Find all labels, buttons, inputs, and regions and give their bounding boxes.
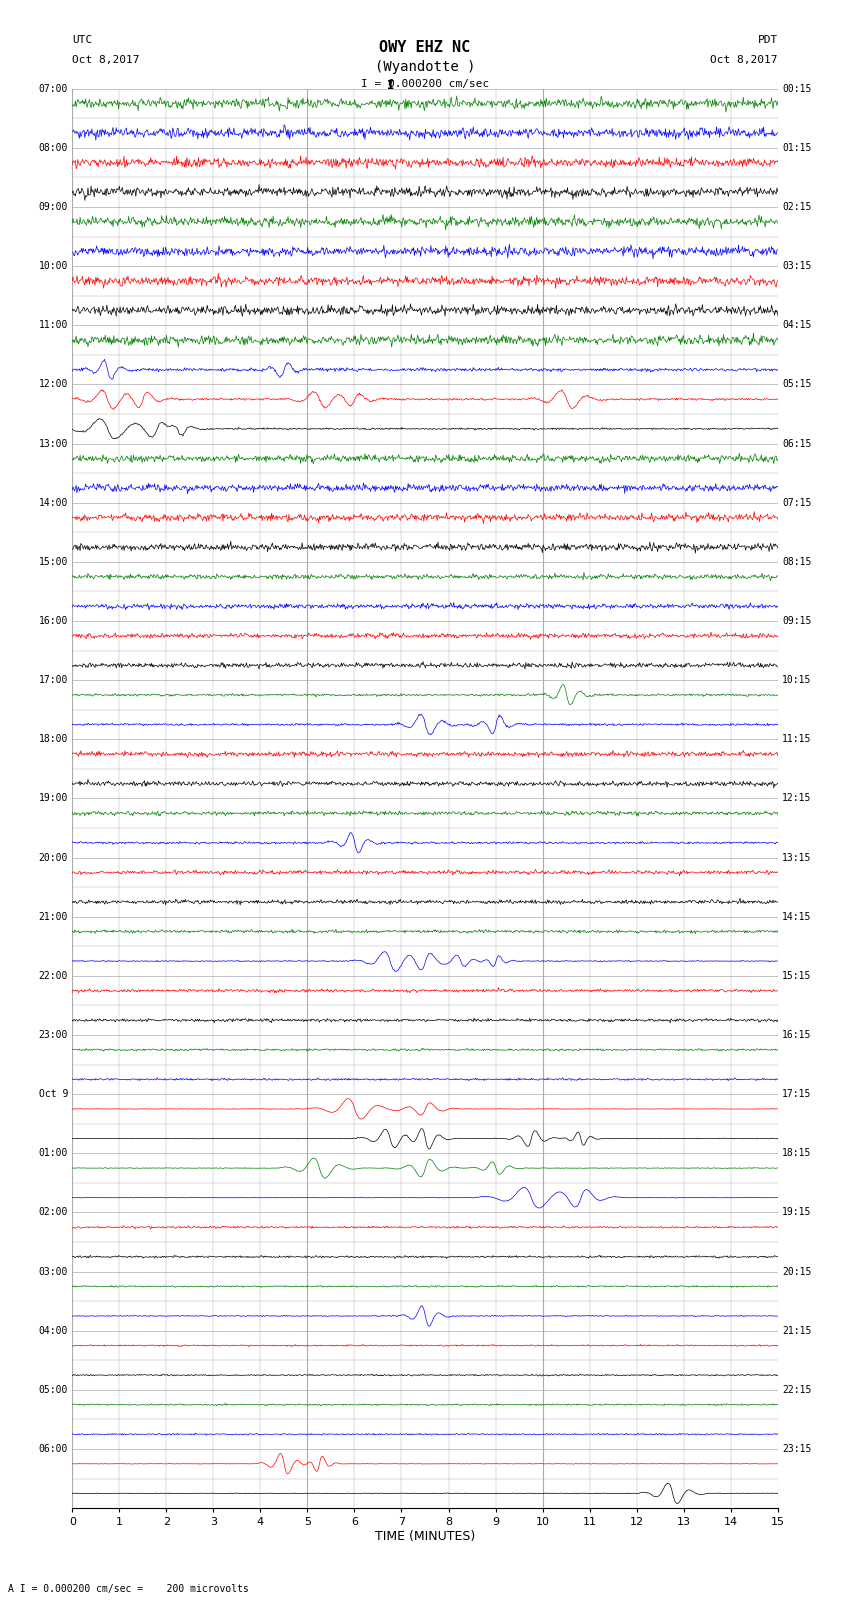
Text: 21:15: 21:15 (782, 1326, 812, 1336)
Text: 14:00: 14:00 (38, 498, 68, 508)
Text: 10:00: 10:00 (38, 261, 68, 271)
Text: 03:00: 03:00 (38, 1266, 68, 1276)
Text: 06:00: 06:00 (38, 1444, 68, 1453)
Text: 20:00: 20:00 (38, 853, 68, 863)
Text: 08:15: 08:15 (782, 556, 812, 566)
Text: 22:15: 22:15 (782, 1386, 812, 1395)
Text: 19:00: 19:00 (38, 794, 68, 803)
Text: PDT: PDT (757, 35, 778, 45)
Text: I = 0.000200 cm/sec: I = 0.000200 cm/sec (361, 79, 489, 89)
Text: 05:00: 05:00 (38, 1386, 68, 1395)
Text: 04:00: 04:00 (38, 1326, 68, 1336)
Text: 23:15: 23:15 (782, 1444, 812, 1453)
Text: 00:15: 00:15 (782, 84, 812, 94)
Text: Oct 8,2017: Oct 8,2017 (72, 55, 139, 65)
Text: 18:15: 18:15 (782, 1148, 812, 1158)
Text: 19:15: 19:15 (782, 1208, 812, 1218)
Text: 15:00: 15:00 (38, 556, 68, 566)
Text: 23:00: 23:00 (38, 1031, 68, 1040)
Text: 17:00: 17:00 (38, 676, 68, 686)
Text: 22:00: 22:00 (38, 971, 68, 981)
Text: 02:00: 02:00 (38, 1208, 68, 1218)
Text: 21:00: 21:00 (38, 911, 68, 921)
Text: 14:15: 14:15 (782, 911, 812, 921)
Text: A I = 0.000200 cm/sec =    200 microvolts: A I = 0.000200 cm/sec = 200 microvolts (8, 1584, 249, 1594)
Text: 01:15: 01:15 (782, 144, 812, 153)
Text: 02:15: 02:15 (782, 202, 812, 211)
Text: 09:00: 09:00 (38, 202, 68, 211)
Text: 01:00: 01:00 (38, 1148, 68, 1158)
Text: Oct 9: Oct 9 (38, 1089, 68, 1098)
Text: 17:15: 17:15 (782, 1089, 812, 1098)
Text: I: I (388, 79, 394, 92)
Text: 11:00: 11:00 (38, 321, 68, 331)
Text: 12:15: 12:15 (782, 794, 812, 803)
Text: 16:00: 16:00 (38, 616, 68, 626)
Text: 05:15: 05:15 (782, 379, 812, 389)
Text: 07:15: 07:15 (782, 498, 812, 508)
Text: 13:15: 13:15 (782, 853, 812, 863)
Text: 04:15: 04:15 (782, 321, 812, 331)
Text: 07:00: 07:00 (38, 84, 68, 94)
Text: 15:15: 15:15 (782, 971, 812, 981)
Text: 06:15: 06:15 (782, 439, 812, 448)
Text: (Wyandotte ): (Wyandotte ) (375, 60, 475, 74)
Text: 18:00: 18:00 (38, 734, 68, 744)
Text: 11:15: 11:15 (782, 734, 812, 744)
Text: 03:15: 03:15 (782, 261, 812, 271)
Text: Oct 8,2017: Oct 8,2017 (711, 55, 778, 65)
Text: UTC: UTC (72, 35, 93, 45)
Text: 13:00: 13:00 (38, 439, 68, 448)
X-axis label: TIME (MINUTES): TIME (MINUTES) (375, 1531, 475, 1544)
Text: 16:15: 16:15 (782, 1031, 812, 1040)
Text: 12:00: 12:00 (38, 379, 68, 389)
Text: OWY EHZ NC: OWY EHZ NC (379, 40, 471, 55)
Text: 09:15: 09:15 (782, 616, 812, 626)
Text: 20:15: 20:15 (782, 1266, 812, 1276)
Text: 08:00: 08:00 (38, 144, 68, 153)
Text: 10:15: 10:15 (782, 676, 812, 686)
